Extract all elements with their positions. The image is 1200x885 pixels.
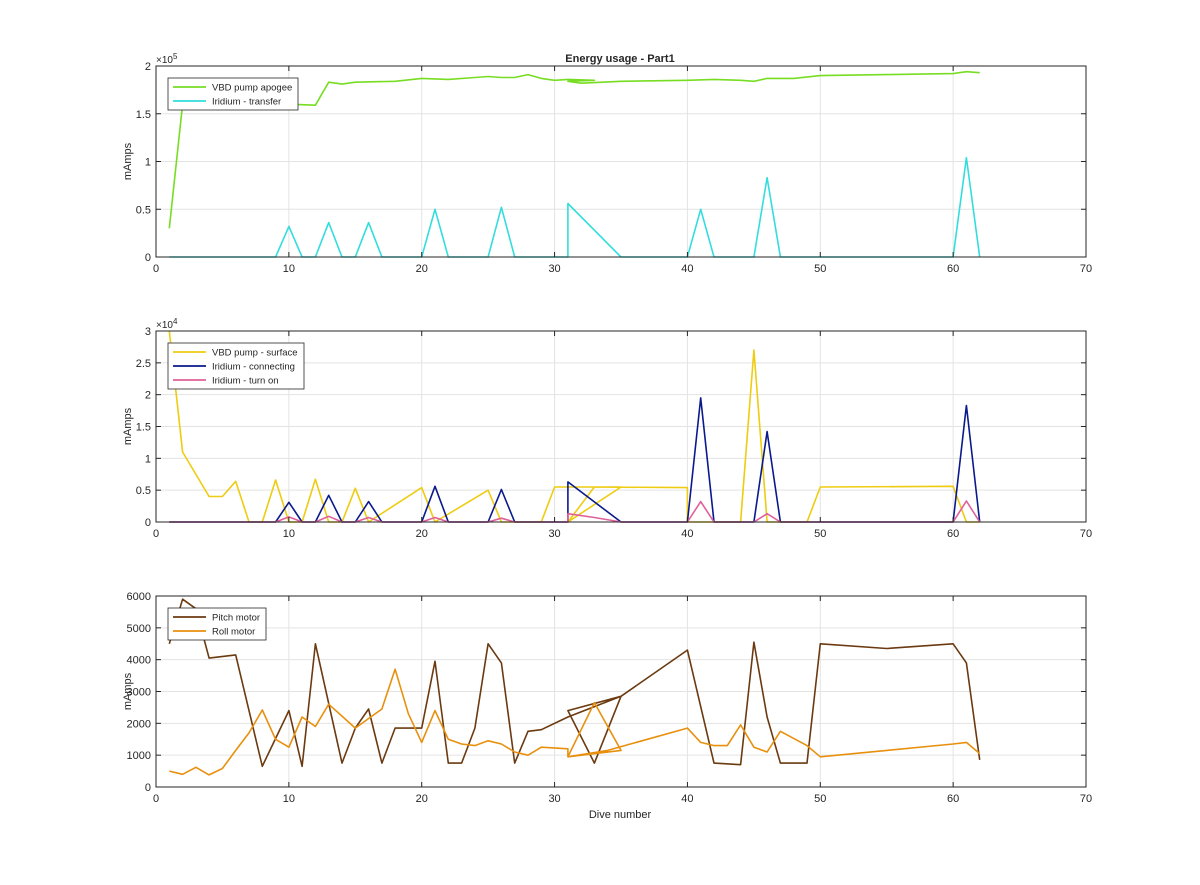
legend-box bbox=[167, 607, 267, 641]
y-tick-label: 3000 bbox=[127, 687, 151, 699]
y-tick-label: 1000 bbox=[127, 750, 151, 762]
y-tick-label: 0.5 bbox=[136, 204, 151, 216]
legend: VBD pump - surface Iridium - connecting Ir… bbox=[167, 342, 305, 390]
x-tick-label: 40 bbox=[681, 263, 693, 275]
x-axis: 0 10 20 30 40 50 60 70 bbox=[153, 331, 1092, 540]
y-tick-label: 3 bbox=[145, 326, 151, 338]
x-tick-label: 10 bbox=[283, 793, 295, 805]
y-axis-label: mAmps bbox=[122, 672, 134, 710]
x-tick-label: 20 bbox=[416, 793, 428, 805]
x-tick-label: 0 bbox=[153, 793, 159, 805]
legend: Pitch motor Roll motor bbox=[167, 607, 267, 641]
x-tick-label: 50 bbox=[814, 263, 826, 275]
y-tick-label: 0 bbox=[145, 252, 151, 264]
x-tick-label: 40 bbox=[681, 528, 693, 540]
y-tick-label: 1 bbox=[145, 453, 151, 465]
x-tick-label: 10 bbox=[283, 528, 295, 540]
x-tick-label: 0 bbox=[153, 263, 159, 275]
subplot-1: 0 10 20 30 40 50 60 70 0 0.5 1 1.5 2 ×105 mAmps VBD pum… bbox=[122, 52, 1092, 275]
series-line-pitch-motor bbox=[168, 598, 981, 768]
x-tick-label: 50 bbox=[814, 793, 826, 805]
y-axis-label: mAmps bbox=[122, 142, 134, 180]
x-tick-label: 60 bbox=[947, 263, 959, 275]
series-line-iridium-transfer bbox=[169, 156, 981, 258]
y-tick-label: 2 bbox=[145, 61, 151, 73]
x-tick-label: 20 bbox=[416, 528, 428, 540]
x-tick-label: 70 bbox=[1080, 528, 1092, 540]
chart-title: Energy usage - Part1 bbox=[565, 53, 674, 65]
y-tick-label: 0 bbox=[145, 782, 151, 794]
series-line-iridium-turn-on bbox=[169, 500, 981, 523]
legend-entry: Iridium - transfer bbox=[212, 97, 281, 108]
y-tick-label: 2.5 bbox=[136, 358, 151, 370]
y-tick-label: 6000 bbox=[127, 591, 151, 603]
x-tick-label: 60 bbox=[947, 528, 959, 540]
x-tick-label: 30 bbox=[548, 263, 560, 275]
x-axis-label: Dive number bbox=[589, 809, 652, 821]
y-tick-label: 2000 bbox=[127, 718, 151, 730]
subplot-2: 0 10 20 30 40 50 60 70 0 0.5 1 1.5 2 2.5 3 ×104 mAmps VBD… bbox=[122, 317, 1092, 540]
y-tick-label: 0 bbox=[145, 517, 151, 529]
y-tick-label: 1 bbox=[145, 157, 151, 169]
y-tick-label: 4000 bbox=[127, 655, 151, 667]
y-axis-multiplier: ×105 bbox=[156, 52, 178, 66]
series-line-vbd-pump-apogee bbox=[168, 70, 980, 229]
legend-entry: VBD pump - surface bbox=[212, 348, 298, 359]
legend: VBD pump apogee Iridium - transfer bbox=[167, 77, 299, 111]
legend-box bbox=[167, 77, 299, 111]
x-tick-label: 50 bbox=[814, 528, 826, 540]
y-axis: 0 1000 2000 3000 4000 5000 6000 bbox=[127, 591, 1086, 794]
y-tick-label: 0.5 bbox=[136, 485, 151, 497]
series-group bbox=[168, 598, 981, 776]
y-tick-label: 1.5 bbox=[136, 422, 151, 434]
legend-entry: Pitch motor bbox=[212, 613, 260, 624]
series-group bbox=[168, 70, 981, 258]
legend-entry: Roll motor bbox=[212, 627, 255, 638]
x-tick-label: 30 bbox=[548, 793, 560, 805]
x-tick-label: 0 bbox=[153, 528, 159, 540]
x-tick-label: 70 bbox=[1080, 793, 1092, 805]
x-axis: 0 10 20 30 40 50 60 70 bbox=[153, 596, 1092, 805]
series-line-roll-motor bbox=[169, 668, 981, 776]
legend-entry: Iridium - connecting bbox=[212, 362, 295, 373]
x-tick-label: 20 bbox=[416, 263, 428, 275]
x-tick-label: 30 bbox=[548, 528, 560, 540]
y-axis: 0 0.5 1 1.5 2 bbox=[136, 61, 1086, 264]
y-tick-label: 2 bbox=[145, 390, 151, 402]
legend-entry: VBD pump apogee bbox=[212, 83, 292, 94]
y-axis-label: mAmps bbox=[122, 407, 134, 445]
series-line-iridium-connecting bbox=[169, 397, 981, 523]
y-tick-label: 5000 bbox=[127, 623, 151, 635]
legend-entry: Iridium - turn on bbox=[212, 376, 279, 387]
y-tick-label: 1.5 bbox=[136, 109, 151, 121]
subplot-3: 0 10 20 30 40 50 60 70 0 1000 2000 3000 4000 5000 6000… bbox=[122, 591, 1092, 805]
x-tick-label: 10 bbox=[283, 263, 295, 275]
x-tick-label: 40 bbox=[681, 793, 693, 805]
x-tick-label: 60 bbox=[947, 793, 959, 805]
x-tick-label: 70 bbox=[1080, 263, 1092, 275]
x-axis: 0 10 20 30 40 50 60 70 bbox=[153, 66, 1092, 275]
y-axis: 0 0.5 1 1.5 2 2.5 3 bbox=[136, 326, 1086, 529]
y-axis-multiplier: ×104 bbox=[156, 317, 178, 331]
